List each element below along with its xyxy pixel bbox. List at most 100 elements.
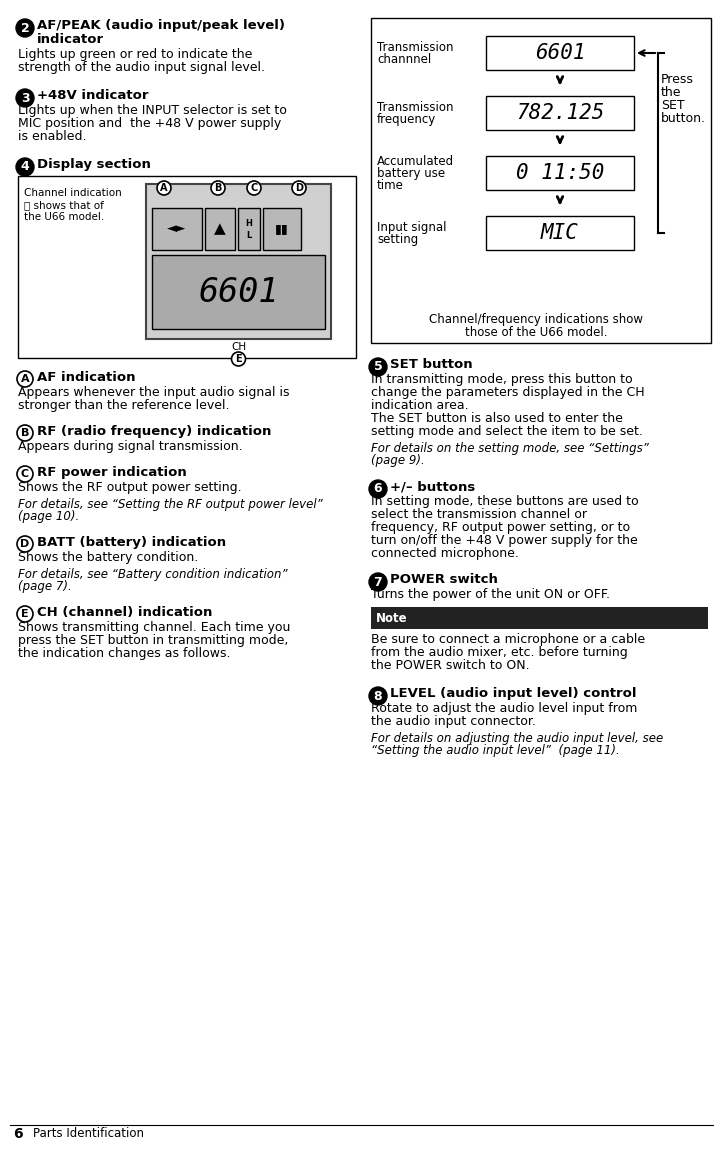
Text: +48V indicator: +48V indicator: [37, 89, 148, 102]
Text: press the SET button in transmitting mode,: press the SET button in transmitting mod…: [18, 634, 288, 647]
Text: 3: 3: [21, 91, 30, 104]
Text: Appears whenever the input audio signal is: Appears whenever the input audio signal …: [18, 386, 289, 398]
Text: For details on the setting mode, see “Settings”: For details on the setting mode, see “Se…: [371, 442, 649, 455]
Text: Accumulated: Accumulated: [377, 155, 454, 167]
Circle shape: [369, 480, 387, 498]
Text: setting: setting: [377, 233, 418, 246]
Circle shape: [247, 181, 261, 195]
Bar: [486, 156, 634, 191]
Circle shape: [231, 352, 246, 366]
Text: POWER switch: POWER switch: [390, 573, 498, 586]
Circle shape: [369, 687, 387, 705]
Text: channnel: channnel: [377, 53, 431, 66]
Text: Press: Press: [661, 73, 694, 85]
Text: Turns the power of the unit ON or OFF.: Turns the power of the unit ON or OFF.: [371, 588, 610, 601]
Text: C: C: [250, 182, 257, 193]
Text: 2: 2: [21, 22, 30, 35]
Text: select the transmission channel or: select the transmission channel or: [371, 508, 587, 521]
Text: 4: 4: [21, 161, 30, 173]
Bar: [371, 18, 711, 343]
Text: Lights up green or red to indicate the: Lights up green or red to indicate the: [18, 49, 252, 61]
Circle shape: [16, 18, 34, 37]
Circle shape: [17, 536, 33, 552]
Circle shape: [17, 465, 33, 482]
Text: Transmission: Transmission: [377, 40, 453, 54]
Bar: [371, 608, 708, 629]
Text: Transmission: Transmission: [377, 100, 453, 114]
Bar: [205, 208, 235, 249]
Text: AF/PEAK (audio input/peak level): AF/PEAK (audio input/peak level): [37, 18, 285, 32]
Text: Rotate to adjust the audio level input from: Rotate to adjust the audio level input f…: [371, 702, 638, 715]
Text: those of the U66 model.: those of the U66 model.: [465, 326, 607, 340]
Text: For details on adjusting the audio input level, see: For details on adjusting the audio input…: [371, 732, 663, 745]
Text: the: the: [661, 85, 682, 99]
Text: (page 10).: (page 10).: [18, 511, 80, 523]
Text: “Setting the audio input level”  (page 11).: “Setting the audio input level” (page 11…: [371, 744, 620, 757]
Circle shape: [17, 371, 33, 387]
Text: setting mode and select the item to be set.: setting mode and select the item to be s…: [371, 425, 643, 438]
Text: change the parameters displayed in the CH: change the parameters displayed in the C…: [371, 386, 645, 398]
Text: the indication changes as follows.: the indication changes as follows.: [18, 647, 231, 660]
Circle shape: [16, 89, 34, 107]
Text: C: C: [21, 469, 29, 479]
Text: A: A: [21, 374, 30, 383]
Text: Display section: Display section: [37, 158, 151, 171]
Text: turn on/off the +48 V power supply for the: turn on/off the +48 V power supply for t…: [371, 534, 638, 547]
Text: 6: 6: [13, 1127, 23, 1141]
Text: 6: 6: [374, 483, 382, 495]
Text: D: D: [295, 182, 303, 193]
Text: LEVEL (audio input level) control: LEVEL (audio input level) control: [390, 687, 636, 700]
Text: E: E: [21, 609, 29, 619]
Text: the U66 model.: the U66 model.: [24, 213, 104, 222]
Circle shape: [369, 358, 387, 377]
Text: 6601: 6601: [535, 43, 585, 64]
Circle shape: [369, 573, 387, 591]
Text: D: D: [20, 539, 30, 549]
Bar: [18, 176, 356, 358]
Text: Input signal: Input signal: [377, 221, 447, 234]
Bar: [238, 208, 260, 249]
Text: Channel indication: Channel indication: [24, 188, 121, 198]
Bar: [152, 208, 202, 249]
Text: A: A: [161, 182, 168, 193]
Text: B: B: [214, 182, 222, 193]
Text: 0 11:50: 0 11:50: [515, 163, 604, 182]
Text: time: time: [377, 179, 404, 192]
Text: RF (radio frequency) indication: RF (radio frequency) indication: [37, 425, 271, 438]
Text: indication area.: indication area.: [371, 398, 469, 412]
Text: 5: 5: [374, 360, 382, 373]
Text: the audio input connector.: the audio input connector.: [371, 715, 536, 728]
Text: 6601: 6601: [198, 276, 279, 308]
Bar: [486, 216, 634, 249]
Text: RF power indication: RF power indication: [37, 465, 187, 479]
Text: CH (channel) indication: CH (channel) indication: [37, 606, 213, 619]
Text: SET: SET: [661, 99, 685, 112]
Text: indicator: indicator: [37, 33, 104, 46]
Text: Be sure to connect a microphone or a cable: Be sure to connect a microphone or a cab…: [371, 633, 645, 646]
Text: (page 7).: (page 7).: [18, 580, 72, 593]
Text: For details, see “Battery condition indication”: For details, see “Battery condition indi…: [18, 568, 288, 581]
Text: Shows transmitting channel. Each time you: Shows transmitting channel. Each time yo…: [18, 621, 291, 634]
Text: strength of the audio input signal level.: strength of the audio input signal level…: [18, 61, 265, 74]
Text: 782.125: 782.125: [515, 103, 604, 122]
Text: battery use: battery use: [377, 167, 445, 180]
Text: Parts Identification: Parts Identification: [33, 1127, 144, 1140]
Text: button.: button.: [661, 112, 706, 125]
Text: BATT (battery) indication: BATT (battery) indication: [37, 536, 226, 549]
Text: CH: CH: [231, 342, 246, 352]
Text: Shows the battery condition.: Shows the battery condition.: [18, 551, 198, 564]
Text: Shows the RF output power setting.: Shows the RF output power setting.: [18, 480, 241, 494]
Text: MIC: MIC: [541, 223, 579, 243]
Text: AF: AF: [159, 198, 171, 207]
Text: is enabled.: is enabled.: [18, 131, 87, 143]
Text: ▮▮: ▮▮: [275, 223, 289, 236]
Text: MIC position and  the +48 V power supply: MIC position and the +48 V power supply: [18, 117, 281, 131]
Text: For details, see “Setting the RF output power level”: For details, see “Setting the RF output …: [18, 498, 322, 511]
Text: 8: 8: [374, 690, 382, 702]
Text: Appears during signal transmission.: Appears during signal transmission.: [18, 440, 243, 453]
Text: Lights up when the INPUT selector is set to: Lights up when the INPUT selector is set…: [18, 104, 287, 117]
Text: Note: Note: [376, 611, 408, 625]
Text: ◄►: ◄►: [168, 223, 187, 236]
Text: connected microphone.: connected microphone.: [371, 547, 519, 560]
Text: AF indication: AF indication: [37, 371, 135, 383]
